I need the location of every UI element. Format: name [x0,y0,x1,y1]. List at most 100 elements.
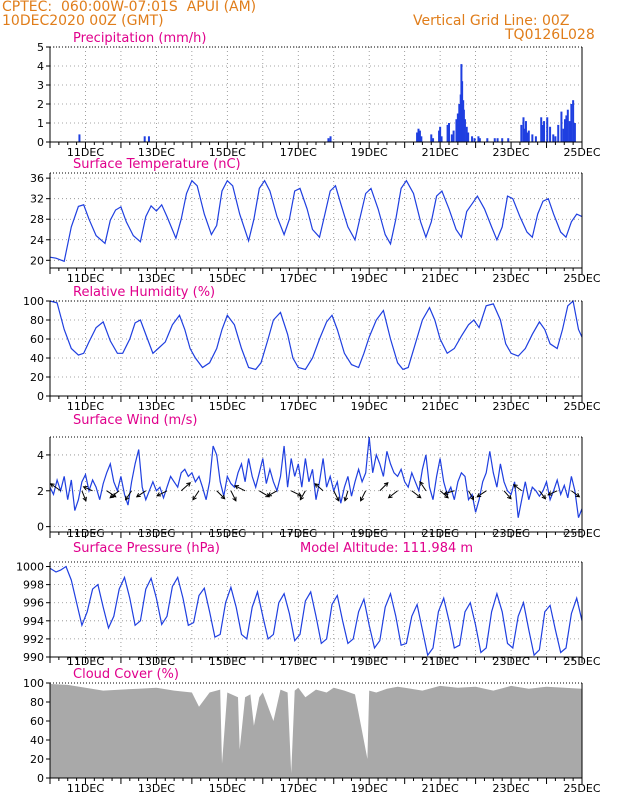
wind-arrow [314,483,324,492]
wind-xtick-label: 15DEC [209,527,246,540]
wind-arrow [106,490,117,498]
wind-xtick-label: 19DEC [351,527,388,540]
rh-ytick-label: 20 [30,371,44,384]
precip-bar [467,132,470,142]
precip-bar [465,126,468,142]
precip-bar [560,111,563,142]
precip-bar [565,115,568,142]
wind-arrow [81,490,87,501]
wind-arrow [539,490,546,500]
wind-xtick-label: 17DEC [280,527,317,540]
wind-xtick-label: 21DEC [422,527,459,540]
wind-arrow [180,482,191,492]
precip-bar [478,138,481,142]
run-date-header: 10DEC2020 00Z (GMT) [2,13,164,29]
precip-bar [549,126,552,142]
wind-xtick-label: 11DEC [67,527,104,540]
wind-arrow-head [124,495,130,501]
precip-xtick-label: 23DEC [493,146,530,159]
wind-arrow [267,490,278,497]
precip-bar [456,113,459,142]
cloud-xtick-label: 13DEC [138,782,175,795]
temp-ytick-label: 20 [30,254,44,267]
precip-bar [541,124,544,142]
wind-arrow-head [49,483,55,488]
temp-ytick-label: 32 [30,193,44,206]
precip-bar [534,136,537,142]
rh-panel: Relative Humidity (%) [46,285,583,402]
temp-xtick-label: 15DEC [209,272,246,285]
wind-arrow [125,490,132,501]
precip-ytick-label: 0 [37,136,44,149]
wind-arrow-head [541,494,547,500]
temp-panel: Surface Temperature (nC) [46,157,583,274]
wind-xtick-label: 25DEC [563,527,600,540]
wind-arrow-head [234,485,240,490]
wind-arrow-head [335,496,340,502]
precip-ytick-label: 3 [37,79,44,92]
cloud-xtick-label: 23DEC [493,782,530,795]
wind-arrow [411,490,422,499]
precip-bar [568,121,571,142]
pres-ytick-label: 1000 [16,561,44,574]
precip-bar [446,124,449,142]
precip-bar [527,130,530,142]
precip-bar [329,136,332,142]
rh-xtick-label: 25DEC [563,400,600,413]
cloud-xtick-label: 19DEC [351,782,388,795]
precip-bar [566,109,569,142]
temp-ytick-label: 36 [30,172,44,185]
wind-arrow [547,490,558,496]
wind-arrow-head [82,496,87,502]
wind-arrow [290,490,302,497]
wind-arrow [360,490,367,501]
precip-bar [458,104,461,142]
precip-xtick-label: 21DEC [422,146,459,159]
station-header: CPTEC: 060:00W-07:01S APUI (AM) [2,0,257,15]
precip-bar [554,136,557,142]
precip-bar [552,134,555,142]
wind-arrow-head [297,492,303,497]
precip-xtick-label: 25DEC [563,146,600,159]
precip-bar [496,138,499,142]
rh-xtick-label: 17DEC [280,400,317,413]
rh-ytick-label: 0 [37,390,44,403]
precip-bar [439,126,442,142]
precip-bar [78,134,81,142]
precip-bar [507,138,510,142]
precip-ytick-label: 2 [37,98,44,111]
cloud-xtick-label: 21DEC [422,782,459,795]
wind-arrow [419,481,427,492]
wind-arrow [439,490,449,499]
wind-arrow [50,483,61,492]
precip-bar [462,109,465,142]
wind-arrow-head [232,496,237,502]
precip-xtick-label: 17DEC [280,146,317,159]
precip-bar [438,130,441,142]
model-id: TQ0126L028 [505,27,595,43]
wind-arrow-head [360,496,365,502]
rh-ytick-label: 80 [30,314,44,327]
precip-bar [430,134,433,142]
rh-xtick-label: 15DEC [209,400,246,413]
wind-arrow [136,490,147,498]
pres-line [49,565,583,657]
precip-bar [570,104,573,142]
wind-xtick-label: 23DEC [493,527,530,540]
wind-ytick-label: 4 [37,449,44,462]
wind-arrow [444,490,455,495]
wind-arrow [156,490,168,497]
cloud-ytick-label: 20 [30,753,44,766]
wind-arrow-head [507,494,512,500]
wind-arrow-head [135,492,141,498]
wind-arrow [299,490,306,501]
precip-bar [450,134,453,142]
precip-bar [440,136,443,142]
rh-title: Relative Humidity (%) [73,285,215,300]
precip-bar [477,136,480,142]
wind-ytick-label: 0 [37,521,44,534]
wind-arrow-head [314,483,320,488]
precip-bar [473,138,476,142]
wind-title: Surface Wind (m/s) [73,413,197,428]
precip-xtick-label: 15DEC [209,146,246,159]
